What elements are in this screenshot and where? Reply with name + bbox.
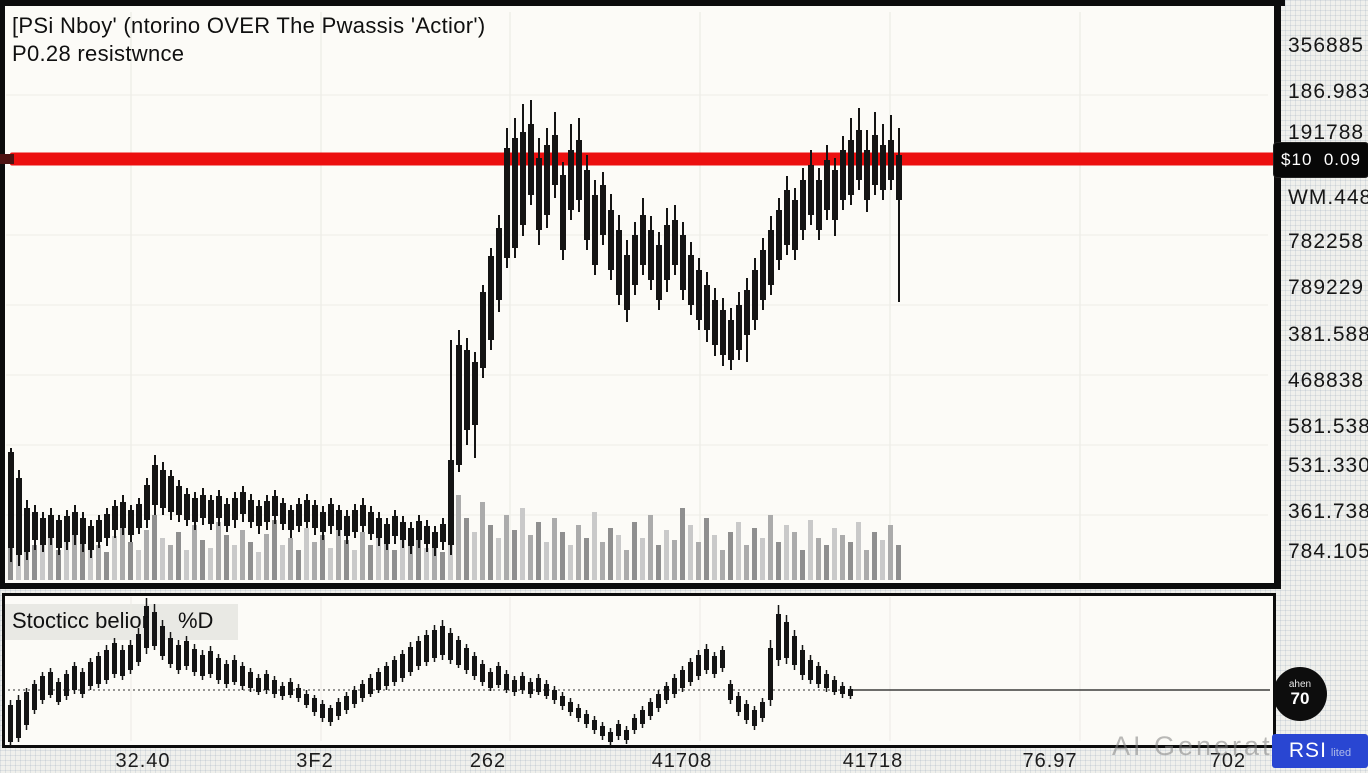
x-axis-label: 3F2 — [296, 750, 334, 772]
chart-title: [PSi Nboy' (ntorino OVER The Pwassis 'Ac… — [12, 12, 485, 68]
y-axis-label: 191788 — [1288, 121, 1365, 144]
stochastic-label: Stocticc belior — [12, 608, 149, 633]
x-axis-label: 41708 — [651, 750, 713, 772]
x-axis-label: 262 — [469, 750, 507, 772]
y-axis-label: 361.738 — [1288, 500, 1368, 523]
stochastic-percent-d-label: %D — [178, 608, 214, 633]
y-axis-label: 581.538 — [1288, 415, 1368, 438]
x-axis-label: 76.97 — [1022, 750, 1078, 772]
y-axis-label: 782258 — [1288, 230, 1365, 253]
price-tag: $10 0.09 — [1274, 143, 1368, 177]
y-axis-label: 381.588 — [1288, 323, 1368, 346]
chart-title-line1: [PSi Nboy' (ntorino OVER The Pwassis 'Ac… — [12, 13, 486, 38]
y-axis-label: 186.983 — [1288, 80, 1368, 103]
main-chart-panel[interactable] — [0, 6, 1281, 589]
level-badge-caption: ahen — [1288, 678, 1312, 690]
y-axis-label: WM.4483 — [1288, 186, 1368, 209]
y-axis-label: 531.330 — [1288, 454, 1368, 477]
y-axis-label: 784.105 — [1288, 540, 1368, 563]
chart-title-line2: P0.28 resistwnce — [12, 41, 185, 66]
y-axis-label: 789229 — [1288, 276, 1365, 299]
stochastic-legend-box — [5, 604, 238, 640]
y-axis-label: 356885 — [1288, 34, 1365, 57]
level-badge: ahen 70 — [1273, 667, 1327, 721]
rsi-button-label: RSI — [1288, 739, 1327, 762]
rsi-button[interactable]: RSI lited — [1272, 734, 1368, 768]
y-axis-label: 468838 — [1288, 369, 1365, 392]
level-badge-value: 70 — [1290, 689, 1310, 709]
x-axis-label: 41718 — [842, 750, 904, 772]
x-axis-label: 702 — [1209, 750, 1247, 772]
rsi-button-sublabel: lited — [1330, 747, 1352, 759]
x-axis-label: 32.40 — [115, 750, 171, 772]
top-border-bar — [0, 0, 1285, 6]
